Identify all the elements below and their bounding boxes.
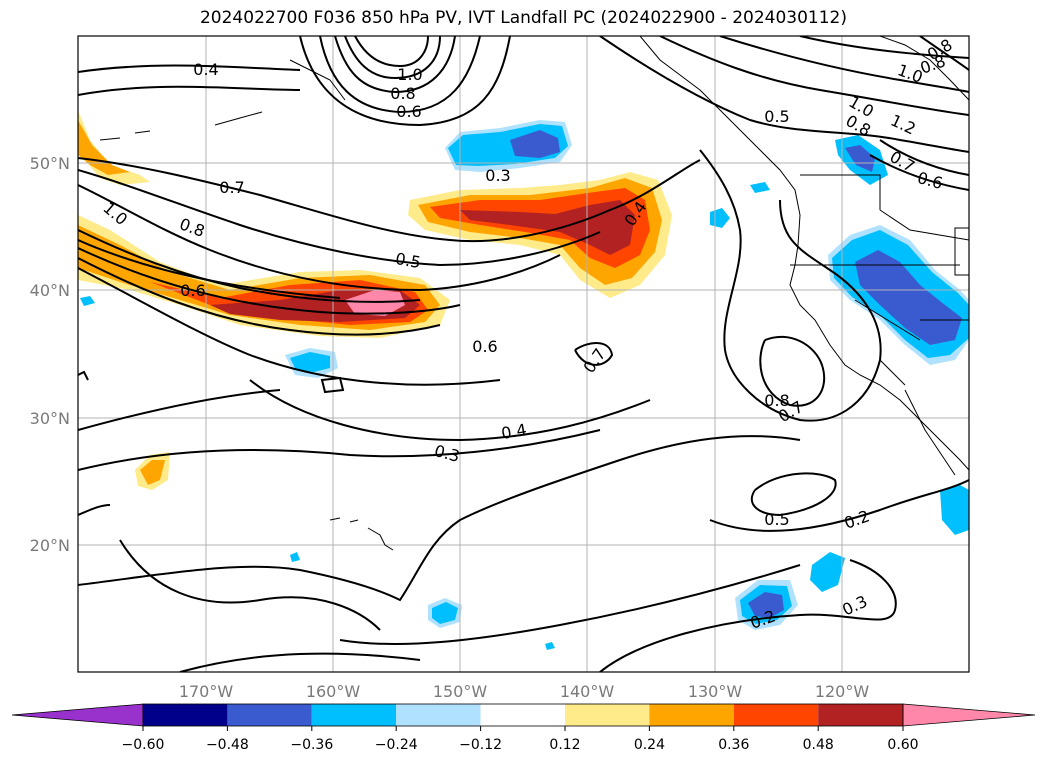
colorbar-segment (311, 704, 397, 726)
contour-label: 0.5 (764, 107, 789, 126)
contour-label: 0.8 (390, 84, 415, 103)
colorbar-tick-label: −0.48 (206, 737, 249, 753)
colorbar-extend-min (11, 703, 144, 727)
map-border (77, 35, 970, 673)
lon-label: 170°W (179, 682, 234, 701)
contour-label: 0.6 (396, 102, 421, 121)
colorbar-segment (565, 704, 650, 726)
negative-anomaly-shading (80, 120, 969, 650)
colorbar-segment (818, 704, 903, 726)
pv-contours (78, 36, 969, 672)
lon-label: 140°W (560, 682, 615, 701)
colorbar-tick-label: −0.12 (459, 737, 502, 753)
coastlines (99, 36, 969, 551)
lon-label: 150°W (433, 682, 488, 701)
colorbar: −0.60 −0.48 −0.36 −0.24 −0.12 0.12 0.24 … (11, 703, 1036, 753)
lon-label: 120°W (815, 682, 870, 701)
contour-label: 0.6 (472, 337, 497, 356)
lat-label: 40°N (30, 281, 70, 300)
colorbar-tick-label: −0.36 (290, 737, 333, 753)
colorbar-segment (649, 704, 734, 726)
lon-label: 130°W (688, 682, 743, 701)
colorbar-segment (480, 704, 565, 726)
map-area: 0.4 1.0 0.8 0.6 0.3 0.7 1.0 0.8 0.5 0.6 … (78, 36, 969, 672)
colorbar-tick-label: −0.24 (375, 737, 418, 753)
colorbar-tick-label: 0.12 (549, 737, 580, 753)
contour-label: 0.4 (500, 420, 528, 443)
contour-label: 0.3 (485, 166, 510, 185)
colorbar-tick-label: 0.48 (803, 737, 834, 753)
contour-label: 0.5 (764, 510, 789, 529)
colorbar-tick-label: −0.60 (122, 737, 165, 753)
colorbar-segment (227, 704, 312, 726)
lon-label: 160°W (306, 682, 361, 701)
contour-label: 0.5 (394, 249, 422, 272)
colorbar-tick-label: 0.60 (887, 737, 918, 753)
lat-label: 50°N (30, 154, 70, 173)
gridlines (78, 36, 969, 672)
lat-label: 20°N (30, 536, 70, 555)
map-title: 2024022700 F036 850 hPa PV, IVT Landfall… (199, 8, 847, 28)
latitude-labels: 50°N 40°N 30°N 20°N (30, 154, 70, 555)
lat-label: 30°N (30, 409, 70, 428)
positive-anomaly-shading (78, 110, 672, 490)
longitude-labels: 170°W 160°W 150°W 140°W 130°W 120°W (179, 682, 870, 701)
contour-label: 0.8 (764, 391, 789, 410)
colorbar-segment (733, 704, 819, 726)
colorbar-tick-label: 0.36 (718, 737, 749, 753)
contour-label: 0.4 (193, 60, 218, 79)
colorbar-segment (396, 704, 481, 726)
colorbar-extend-max (902, 703, 1036, 727)
contour-label: 1.0 (397, 65, 422, 84)
contour-label: 0.7 (219, 178, 244, 197)
contour-label: 0.6 (180, 281, 205, 300)
colorbar-tick-label: 0.24 (634, 737, 665, 753)
colorbar-segment (143, 704, 228, 726)
